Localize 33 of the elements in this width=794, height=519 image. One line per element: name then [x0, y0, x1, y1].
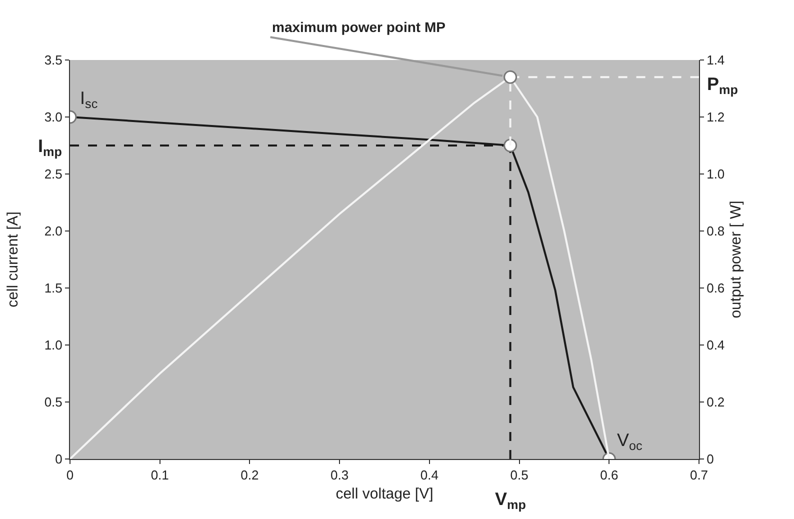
annotation: P$_{mp}$ [707, 74, 738, 97]
y2-tick-label: 0.2 [706, 394, 725, 410]
x-axis-title: cell voltage [V] [336, 486, 434, 503]
y2-tick-label: 1.0 [706, 166, 725, 182]
y2-tick-label: 1.4 [706, 52, 725, 68]
y-tick-label: 2.0 [44, 224, 62, 239]
x-tick-label: 0.7 [690, 468, 708, 483]
x-tick-label: 0.2 [240, 468, 259, 483]
y-tick-label: 0 [55, 452, 62, 467]
y-tick-label: 2.5 [44, 166, 62, 182]
x-tick-label: 0.4 [420, 468, 438, 483]
x-tick-label: 0.5 [510, 468, 528, 483]
annotation: I$_{sc}$ [80, 88, 98, 111]
y2-axis-title: output power [ W] [728, 200, 745, 318]
y-tick-label: 0.5 [44, 394, 62, 410]
y-axis-title: cell current [A] [4, 212, 22, 308]
y-tick-label: 3.0 [44, 110, 62, 125]
annotation: maximum power point MP [272, 19, 446, 35]
annotation: V$_{oc}$ [617, 430, 642, 453]
y2-tick-label: 0.8 [706, 224, 725, 239]
x-tick-label: 0.6 [600, 468, 618, 483]
y2-tick-label: 0 [706, 452, 714, 467]
x-tick-label: 0.1 [150, 468, 169, 483]
x-tick-label: 0.3 [330, 468, 349, 483]
y-tick-label: 3.5 [44, 52, 62, 68]
y2-tick-label: 0.6 [706, 280, 725, 296]
annotation: I$_{mp}$ [38, 136, 62, 159]
y2-tick-label: 0.4 [706, 338, 725, 353]
x-tick-label: 0 [66, 468, 74, 483]
y2-tick-label: 1.2 [706, 110, 725, 125]
annotation: V$_{mp}$ [495, 489, 526, 512]
y-tick-label: 1.5 [44, 280, 62, 296]
y-tick-label: 1.0 [44, 338, 62, 353]
